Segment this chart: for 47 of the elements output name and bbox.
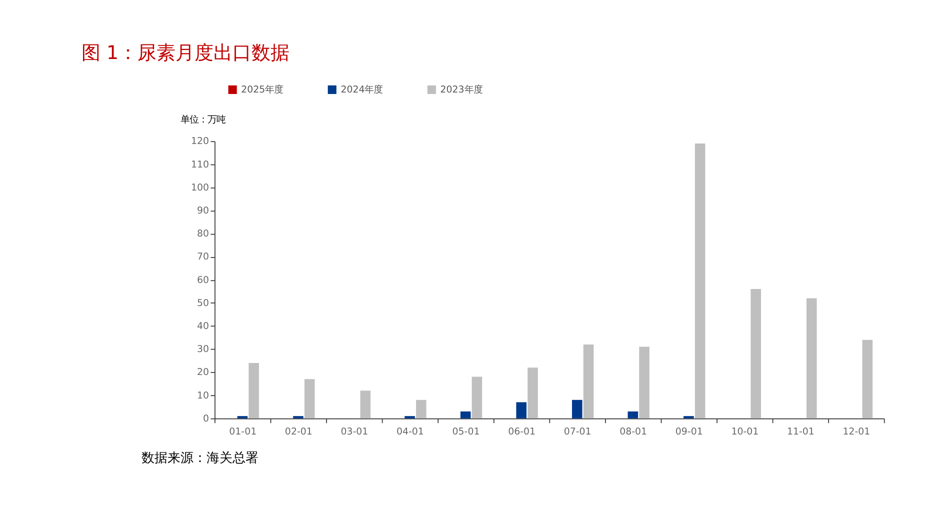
x-tick-label: 09-01 xyxy=(675,426,703,438)
x-tick-label: 10-01 xyxy=(731,426,759,438)
chart-title: 图 1：尿素月度出口数据 xyxy=(82,42,290,64)
y-tick-label: 60 xyxy=(196,274,209,286)
x-tick-label: 05-01 xyxy=(452,426,480,438)
source-note: 数据来源：海关总署 xyxy=(142,451,259,466)
bar xyxy=(516,402,527,418)
y-tick-label: 10 xyxy=(196,390,209,402)
bar xyxy=(806,298,817,418)
x-tick-label: 01-01 xyxy=(229,426,257,438)
bar xyxy=(628,411,638,418)
y-tick-label: 20 xyxy=(196,367,209,378)
bar xyxy=(583,344,594,418)
legend-label: 2025年度 xyxy=(241,84,284,96)
legend-label: 2024年度 xyxy=(340,84,383,96)
y-tick-label: 110 xyxy=(190,159,209,170)
bar xyxy=(750,289,762,418)
bar xyxy=(639,346,650,418)
x-tick-label: 03-01 xyxy=(340,426,368,438)
bar xyxy=(572,400,582,418)
bar xyxy=(528,368,538,418)
bar xyxy=(472,376,482,418)
y-tick-label: 30 xyxy=(196,344,209,356)
y-tick-label: 80 xyxy=(196,228,209,240)
legend-label: 2023年度 xyxy=(440,84,482,96)
y-tick-label: 50 xyxy=(196,298,209,309)
y-axis-title: 单位：万吨 xyxy=(180,114,226,126)
bar xyxy=(248,362,259,418)
y-tick-label: 100 xyxy=(190,182,209,194)
x-tick-label: 11-01 xyxy=(786,426,814,438)
y-tick-label: 120 xyxy=(190,136,209,148)
y-tick-label: 40 xyxy=(196,320,209,332)
x-tick-label: 02-01 xyxy=(284,426,312,438)
y-tick-label: 0 xyxy=(202,413,209,424)
y-tick-label: 70 xyxy=(196,252,209,263)
x-tick-label: 12-01 xyxy=(842,426,870,438)
bar xyxy=(694,144,706,418)
bar xyxy=(416,400,426,418)
x-tick-label: 04-01 xyxy=(396,426,424,438)
x-tick-label: 07-01 xyxy=(564,426,592,438)
bar xyxy=(460,411,471,418)
x-tick-label: 08-01 xyxy=(620,426,648,438)
bar xyxy=(304,379,315,418)
x-tick-label: 06-01 xyxy=(508,426,536,438)
bar xyxy=(862,340,873,418)
y-tick-label: 90 xyxy=(196,205,209,216)
bar xyxy=(360,390,371,418)
